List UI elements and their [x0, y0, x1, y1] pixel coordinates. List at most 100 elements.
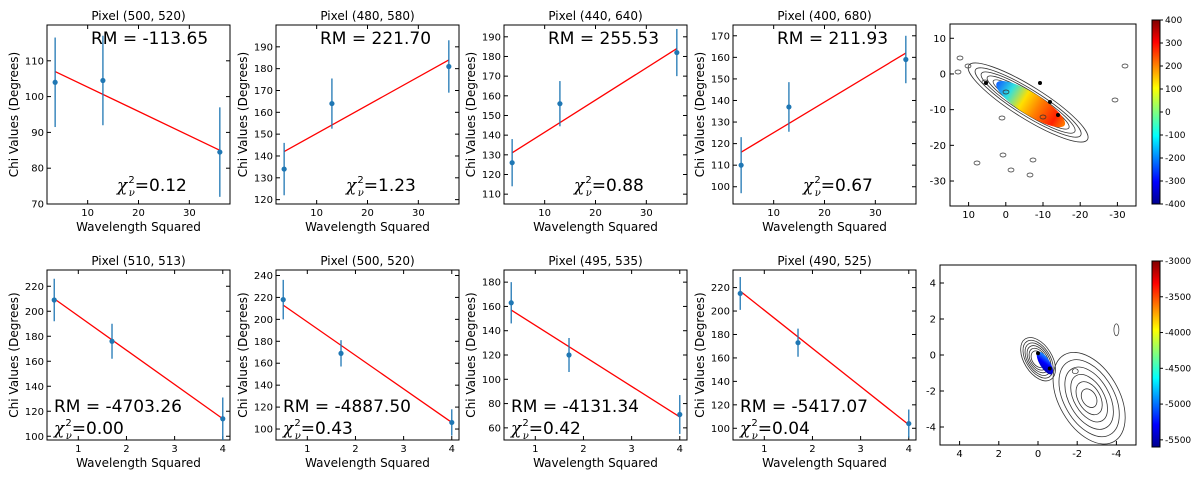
- y-tick-label: 170: [254, 86, 273, 97]
- chi2-value: χ2 ν=0.00: [53, 418, 124, 442]
- data-point: [509, 160, 515, 166]
- noise-contour: [964, 63, 972, 69]
- y-tick-label: 160: [482, 302, 501, 313]
- noise-contour: [1071, 368, 1079, 375]
- y-axis-label: Chi Values (Degrees): [464, 292, 478, 417]
- chart-panel: 10 20 30 100 110 120 130 140 150 160 170 Pixel (400…: [693, 9, 917, 234]
- x-tick-label: 2: [352, 444, 358, 455]
- y-tick-label: 110: [711, 161, 730, 172]
- noise-contour: [973, 160, 981, 166]
- contour-line: [1070, 374, 1108, 423]
- rm-value: RM = -4131.34: [511, 397, 639, 417]
- data-point: [795, 340, 801, 346]
- noise-contour: [1029, 157, 1037, 163]
- x-tick-label: 3: [628, 444, 634, 455]
- y-tick-label: 100: [711, 424, 730, 435]
- y-tick-label: 140: [25, 382, 44, 393]
- chart-panel: 1 2 3 4 100 120 140 160 180 200 220 Pixel (490, 525…: [693, 254, 917, 470]
- y-axis-label: Chi Values (Degrees): [7, 292, 21, 417]
- noise-contour: [1039, 114, 1047, 120]
- x-tick-label: 2: [580, 444, 586, 455]
- x-tick-label: 3: [400, 444, 406, 455]
- chi2-value: χ2 ν=0.04: [739, 418, 810, 442]
- noise-contour: [1002, 89, 1010, 95]
- chart-panel: 10 20 30 120 130 140 150 160 170 180 190 Pixel (480…: [236, 9, 460, 234]
- data-point: [677, 411, 683, 418]
- x-tick-label: -30: [1109, 210, 1125, 221]
- y-tick-label: 180: [482, 278, 501, 289]
- x-tick-label: 10: [81, 208, 94, 219]
- x-tick-label: 1: [532, 444, 538, 455]
- y-tick-label: 70: [31, 200, 44, 211]
- colorbar-tick-label: -400: [1165, 200, 1186, 210]
- rm-value: RM = 211.93: [777, 29, 888, 49]
- y-axis-label: Chi Values (Degrees): [7, 52, 21, 177]
- rm-value: RM = -4887.50: [283, 397, 411, 417]
- y-axis-label: Chi Values (Degrees): [464, 52, 478, 177]
- y-tick-label: 100: [254, 425, 273, 436]
- y-tick-label: 200: [711, 307, 730, 318]
- y-tick-label: 220: [711, 283, 730, 294]
- fit-line: [282, 304, 453, 423]
- y-tick-label: 10: [933, 34, 946, 45]
- chart-panel: 10 20 30 110 120 130 140 150 160 170 180 190 Pixel (…: [464, 9, 688, 234]
- data-point: [220, 416, 226, 422]
- marker-dot: [1038, 81, 1042, 85]
- noise-contour: [1007, 167, 1015, 173]
- x-axis-label: Wavelength Squared: [76, 456, 201, 470]
- chi2-value: χ2 ν=0.42: [510, 418, 581, 442]
- rm-value: RM = -113.65: [91, 29, 208, 49]
- plot-frame: [46, 269, 231, 441]
- y-tick-label: 190: [482, 32, 501, 43]
- plot-frame: [732, 269, 917, 441]
- y-tick-label: 170: [482, 72, 501, 83]
- x-tick-label: 1: [304, 444, 310, 455]
- y-tick-label: 160: [25, 357, 44, 368]
- contour-line: [1064, 366, 1114, 430]
- fit-line: [740, 52, 907, 153]
- colorbar-tick-label: -4000: [1165, 329, 1191, 339]
- colorbar-tick-label: -5500: [1165, 436, 1191, 446]
- y-tick-label: 110: [25, 56, 44, 67]
- y-tick-label: 140: [254, 381, 273, 392]
- colorbar-tick-label: -200: [1165, 154, 1186, 164]
- data-point: [446, 63, 452, 70]
- y-tick-label: 150: [482, 111, 501, 122]
- x-tick-label: 4: [220, 444, 226, 455]
- y-tick-label: 4: [930, 279, 936, 290]
- marker-dot: [1056, 113, 1060, 117]
- colorbar-tick-label: 400: [1165, 16, 1182, 26]
- data-point: [906, 420, 912, 427]
- y-tick-label: 120: [25, 407, 44, 418]
- contour-line: [1022, 339, 1054, 379]
- x-tick-label: 10: [310, 208, 323, 219]
- y-tick-label: 180: [25, 332, 44, 343]
- fit-line: [54, 70, 221, 151]
- y-tick-label: 160: [711, 353, 730, 364]
- panel-title: Pixel (500, 520): [320, 254, 414, 268]
- x-axis-label: Wavelength Squared: [533, 456, 658, 470]
- y-tick-label: 80: [31, 164, 44, 175]
- x-tick-label: 30: [869, 208, 882, 219]
- y-tick-label: 120: [254, 195, 273, 206]
- x-tick-label: 0: [1035, 449, 1041, 460]
- x-tick-label: -4: [1111, 449, 1121, 460]
- contour-line: [1052, 351, 1126, 445]
- y-tick-label: 180: [254, 64, 273, 75]
- x-tick-label: 30: [640, 208, 653, 219]
- y-tick-label: 120: [711, 139, 730, 150]
- x-tick-label: 10: [538, 208, 551, 219]
- y-tick-label: 140: [711, 96, 730, 107]
- data-point: [281, 166, 287, 172]
- y-tick-label: 120: [711, 400, 730, 411]
- data-point: [449, 419, 455, 426]
- y-tick-label: 60: [488, 423, 501, 434]
- x-axis-label: Wavelength Squared: [533, 220, 658, 234]
- chart-panel: 10 20 30 70 80 90 100 110 Pixel (500, 520) Wavele…: [7, 9, 231, 234]
- y-tick-label: 140: [482, 326, 501, 337]
- chi2-value: χ2 ν=0.43: [282, 418, 353, 442]
- data-point: [786, 104, 792, 110]
- noise-contour: [998, 115, 1006, 121]
- colorbar-tick-label: -300: [1165, 177, 1186, 187]
